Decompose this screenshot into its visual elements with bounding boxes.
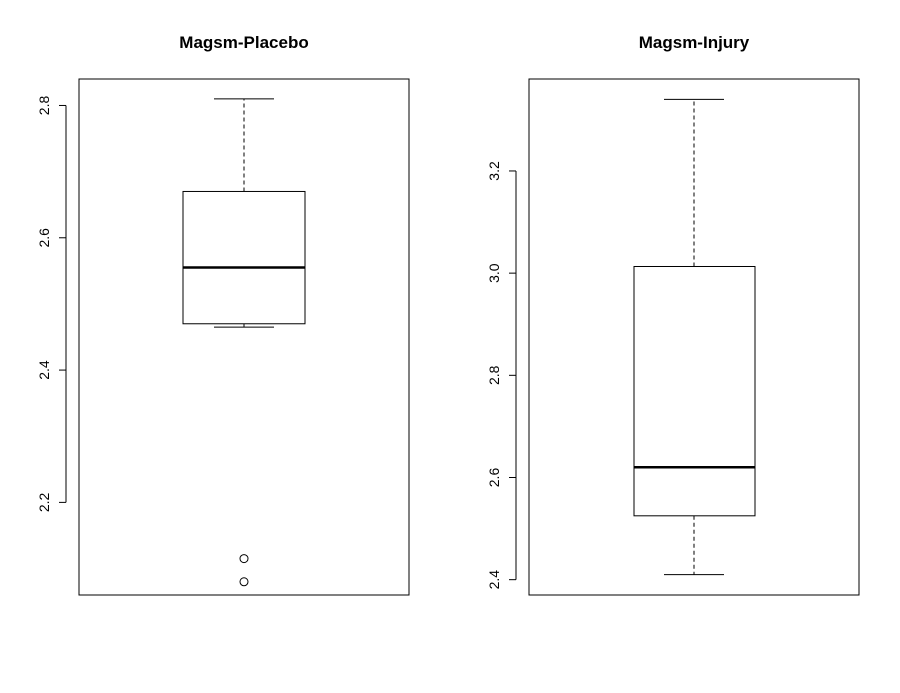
iqr-box <box>182 190 306 325</box>
y-tick-label: 3.2 <box>486 161 502 181</box>
y-tick-label: 2.4 <box>486 570 502 590</box>
outlier-point <box>239 554 249 564</box>
iqr-box <box>633 265 756 517</box>
y-tick-label: 2.6 <box>36 228 52 248</box>
y-tick-label: 2.2 <box>36 492 52 512</box>
y-tick-label: 2.8 <box>36 96 52 116</box>
y-tick-label: 2.4 <box>36 360 52 380</box>
plot-frame <box>528 78 860 596</box>
y-tick-label: 2.8 <box>486 365 502 385</box>
panel-magsm-placebo: Magsm-Placebo 2.2 2.4 2.6 2.8 <box>36 33 410 596</box>
y-tick-label: 2.6 <box>486 468 502 488</box>
panel-title: Magsm-Injury <box>639 33 750 52</box>
panel-title: Magsm-Placebo <box>179 33 308 52</box>
y-tick-label: 3.0 <box>486 263 502 283</box>
panel-magsm-injury: Magsm-Injury 2.4 2.6 2.8 3.0 3.2 <box>486 33 860 596</box>
outlier-point <box>239 577 249 587</box>
plot-frame <box>78 78 410 596</box>
